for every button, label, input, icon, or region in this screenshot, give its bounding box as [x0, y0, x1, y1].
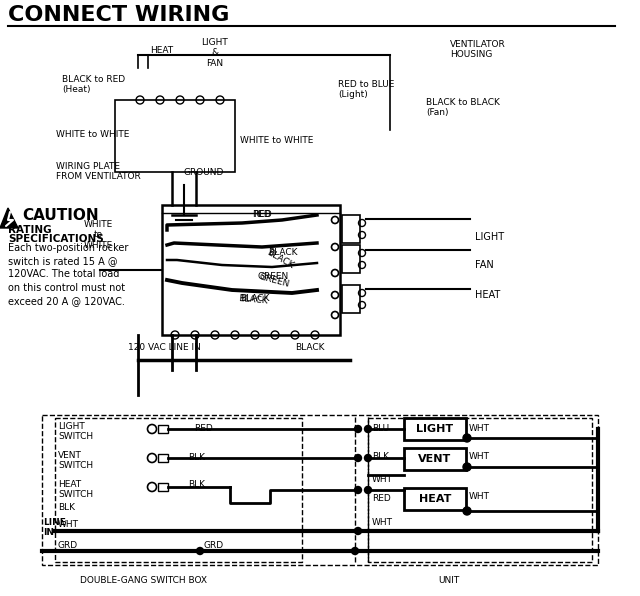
Text: WIRING PLATE
FROM VENTILATOR: WIRING PLATE FROM VENTILATOR	[56, 162, 141, 181]
Circle shape	[355, 455, 362, 461]
Text: CAUTION: CAUTION	[22, 208, 99, 223]
Text: LIGHT: LIGHT	[417, 424, 454, 434]
Text: GRD: GRD	[204, 541, 224, 550]
Text: FAN: FAN	[475, 260, 493, 270]
Text: GREEN: GREEN	[258, 272, 289, 281]
Text: Each two-position rocker
switch is rated 15 A @
120VAC. The total load
on this c: Each two-position rocker switch is rated…	[8, 243, 129, 306]
Circle shape	[355, 527, 362, 535]
Circle shape	[196, 548, 204, 554]
Bar	[342, 285, 360, 313]
Bar	[342, 245, 360, 273]
Text: BLU: BLU	[372, 424, 389, 433]
Text: LIGHT: LIGHT	[475, 232, 504, 242]
Circle shape	[365, 426, 371, 433]
Text: WHT: WHT	[469, 492, 490, 501]
Text: HEAT: HEAT	[419, 494, 451, 504]
Text: CONNECT WIRING: CONNECT WIRING	[8, 5, 229, 25]
Polygon shape	[0, 208, 18, 228]
Bar	[404, 418, 466, 440]
Text: HEAT: HEAT	[475, 290, 500, 300]
Text: LIGHT
SWITCH: LIGHT SWITCH	[58, 422, 93, 442]
Text: GRD: GRD	[58, 541, 78, 550]
Text: RED: RED	[372, 494, 391, 503]
Text: RED: RED	[252, 210, 271, 219]
Text: RED to BLUE
(Light): RED to BLUE (Light)	[338, 80, 394, 100]
Bar	[42, 415, 598, 565]
Text: LINE
IN: LINE IN	[43, 518, 66, 538]
Text: VENT
SWITCH: VENT SWITCH	[58, 451, 93, 470]
Text: HEAT: HEAT	[150, 46, 173, 55]
Text: VENTILATOR
HOUSING: VENTILATOR HOUSING	[450, 40, 506, 60]
Bar	[404, 488, 466, 510]
Circle shape	[365, 486, 371, 493]
Text: WHT: WHT	[469, 424, 490, 433]
Text: BLACK: BLACK	[238, 294, 268, 306]
Text: RED: RED	[194, 424, 212, 433]
Bar	[158, 454, 168, 462]
Text: DOUBLE-GANG SWITCH BOX: DOUBLE-GANG SWITCH BOX	[80, 576, 207, 585]
Circle shape	[365, 455, 371, 461]
Bar	[158, 425, 168, 433]
Text: WHT: WHT	[469, 452, 490, 461]
Text: SPECIFICATIONS: SPECIFICATIONS	[8, 234, 104, 244]
Circle shape	[355, 486, 362, 493]
Text: GROUND: GROUND	[184, 168, 225, 177]
Text: BLK: BLK	[58, 503, 75, 512]
Text: BLK: BLK	[188, 480, 205, 489]
Circle shape	[463, 507, 471, 515]
Circle shape	[351, 548, 358, 554]
Bar	[342, 215, 360, 243]
Bar	[158, 483, 168, 491]
Text: RED: RED	[253, 210, 272, 219]
Bar	[115, 100, 235, 172]
Circle shape	[463, 463, 471, 471]
Text: WHITE to WHITE: WHITE to WHITE	[56, 130, 129, 139]
Text: BLACK: BLACK	[295, 343, 324, 352]
Bar	[55, 418, 302, 562]
Text: WHT: WHT	[372, 518, 393, 527]
Text: WHT: WHT	[372, 475, 393, 484]
Bar	[404, 448, 466, 470]
Text: HEAT
SWITCH: HEAT SWITCH	[58, 480, 93, 499]
Text: GREEN: GREEN	[258, 272, 291, 289]
Text: VENT: VENT	[419, 454, 452, 464]
Bar	[162, 205, 340, 335]
Circle shape	[463, 434, 471, 442]
Text: 120 VAC LINE IN: 120 VAC LINE IN	[127, 343, 200, 352]
Text: BLACK to BLACK
(Fan): BLACK to BLACK (Fan)	[426, 98, 500, 117]
Bar	[368, 418, 592, 562]
Text: BLK: BLK	[188, 453, 205, 462]
Text: LIGHT
&
FAN: LIGHT & FAN	[202, 38, 228, 68]
Text: BLACK to RED
(Heat): BLACK to RED (Heat)	[62, 75, 125, 94]
Text: UNIT: UNIT	[438, 576, 460, 585]
Text: WHITE to WHITE: WHITE to WHITE	[240, 136, 314, 145]
Circle shape	[355, 426, 362, 433]
Text: BLK: BLK	[372, 452, 389, 461]
Text: BLACK: BLACK	[240, 294, 269, 303]
Text: BLACK: BLACK	[268, 248, 298, 257]
Text: RATING: RATING	[8, 225, 52, 235]
Text: WHITE
to
WHITE: WHITE to WHITE	[83, 220, 113, 250]
Text: WHT: WHT	[58, 520, 79, 529]
Text: BLACK: BLACK	[265, 248, 295, 271]
